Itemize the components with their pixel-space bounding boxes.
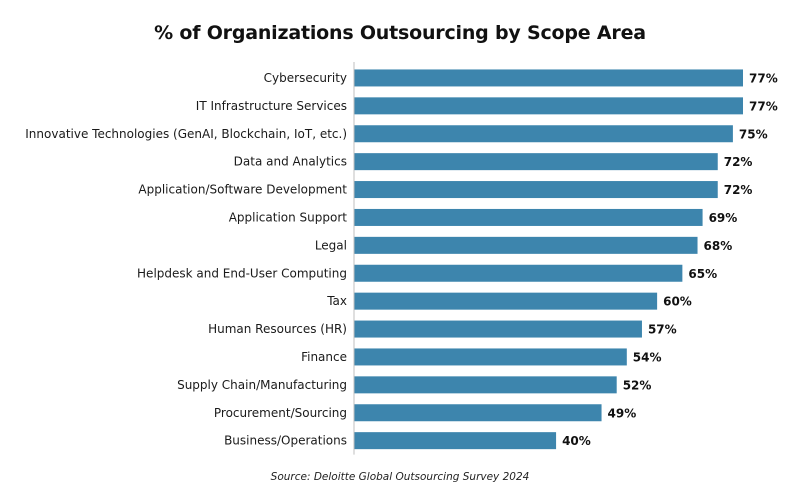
- chart-source: Source: Deloitte Global Outsourcing Surv…: [270, 471, 530, 483]
- bar: [354, 181, 718, 199]
- value-label: 77%: [749, 71, 778, 85]
- category-label: Procurement/Sourcing: [214, 406, 347, 420]
- bar: [354, 376, 617, 394]
- bar: [354, 125, 733, 143]
- bar: [354, 153, 718, 171]
- category-label: Cybersecurity: [264, 71, 347, 85]
- value-label: 72%: [724, 183, 753, 197]
- bar: [354, 320, 642, 338]
- bar: [354, 292, 658, 310]
- bar: [354, 264, 683, 282]
- value-label: 65%: [688, 267, 717, 281]
- value-label: 72%: [724, 155, 753, 169]
- category-label: Finance: [301, 350, 347, 364]
- bar: [354, 348, 627, 366]
- bar: [354, 208, 703, 226]
- value-label: 68%: [704, 239, 733, 253]
- category-label: Supply Chain/Manufacturing: [177, 378, 347, 392]
- bar: [354, 432, 557, 450]
- category-label: Human Resources (HR): [208, 322, 347, 336]
- value-label: 60%: [663, 295, 692, 309]
- bar: [354, 404, 602, 422]
- value-label: 57%: [648, 323, 677, 337]
- bar: [354, 97, 743, 115]
- category-label: Innovative Technologies (GenAI, Blockcha…: [25, 127, 347, 141]
- category-label: Data and Analytics: [234, 155, 347, 169]
- category-label: Application/Software Development: [138, 183, 347, 197]
- category-label: Business/Operations: [224, 434, 347, 448]
- value-label: 77%: [749, 99, 778, 113]
- value-label: 54%: [633, 350, 662, 364]
- value-label: 75%: [739, 127, 768, 141]
- value-label: 40%: [562, 434, 591, 448]
- value-label: 49%: [608, 406, 637, 420]
- bar: [354, 236, 698, 254]
- category-label: Helpdesk and End-User Computing: [137, 266, 347, 280]
- value-label: 52%: [623, 378, 652, 392]
- category-label: IT Infrastructure Services: [196, 99, 347, 113]
- bar: [354, 69, 743, 87]
- category-label: Tax: [326, 294, 347, 308]
- chart-title: % of Organizations Outsourcing by Scope …: [154, 22, 646, 44]
- category-label: Legal: [315, 238, 347, 252]
- value-label: 69%: [709, 211, 738, 225]
- category-label: Application Support: [229, 210, 348, 224]
